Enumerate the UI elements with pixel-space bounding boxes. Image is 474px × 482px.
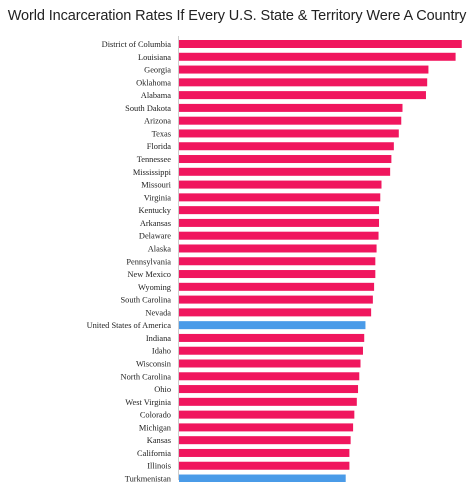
category-label: Michigan [139,423,172,432]
category-label: Idaho [152,347,171,356]
bar-california [179,448,350,457]
category-label: New Mexico [128,270,172,279]
category-label: Ohio [154,385,171,394]
bar-west-virginia [179,397,357,406]
category-label: Pennsylvania [126,257,171,266]
bar-florida [179,142,394,151]
category-label: Arkansas [140,219,171,228]
category-label: California [137,449,171,458]
category-label: Oklahoma [136,78,171,87]
category-label: Arizona [144,117,171,126]
bar-virginia [179,193,381,202]
category-label: Mississippi [133,168,172,177]
bar-arkansas [179,218,380,227]
bar-illinois [179,461,350,470]
category-label: Colorado [140,411,171,420]
bar-georgia [179,65,429,74]
category-labels: District of Columbia Louisiana Georgia Okla… [87,40,172,482]
bar-michigan [179,423,354,432]
chart-title: World Incarceration Rates If Every U.S. … [7,8,467,24]
bar-indiana [179,333,365,342]
category-label: Illinois [147,462,171,471]
bar-south-dakota [179,103,403,112]
bar-idaho [179,346,363,355]
bar-north-carolina [179,372,360,381]
category-label: Kentucky [138,206,171,215]
bar-delaware [179,231,379,240]
bar-tennessee [179,155,392,164]
category-label: Louisiana [138,53,171,62]
category-label: Wyoming [138,283,172,292]
category-label: North Carolina [121,372,172,381]
category-label: Delaware [139,232,171,241]
category-label: Indiana [146,334,171,343]
bar-turkmenistan [179,474,346,482]
bar-south-carolina [179,295,373,304]
bar-ohio [179,385,359,394]
category-label: Tennessee [137,155,172,164]
category-label: Kansas [147,436,171,445]
bar-louisiana [179,52,456,61]
bar-alabama [179,91,426,100]
bar-colorado [179,410,355,419]
category-label: Florida [147,142,171,151]
category-label: Georgia [144,66,171,75]
bar-kentucky [179,206,380,215]
category-label: West Virginia [125,398,171,407]
bar-alaska [179,244,377,253]
bar-pennsylvania [179,257,376,266]
bar-missouri [179,180,382,189]
bar-nevada [179,308,372,317]
bar-new-mexico [179,270,376,279]
bar-wyoming [179,282,375,291]
category-label: South Carolina [121,296,172,305]
bars [179,40,462,482]
bar-kansas [179,436,351,445]
category-label: Nevada [145,308,171,317]
category-label: South Dakota [125,104,171,113]
category-label: Virginia [144,193,172,202]
bar-mississippi [179,167,391,176]
bar-united-states-of-america [179,321,366,330]
bar-oklahoma [179,78,428,87]
bar-district-of-columbia [179,40,462,48]
category-label: Wisconsin [136,360,172,369]
category-label: United States of America [87,321,172,330]
category-label: District of Columbia [102,40,172,49]
category-label: Alaska [148,244,172,253]
bar-texas [179,129,399,138]
category-label: Missouri [141,181,171,190]
category-label: Texas [152,129,171,138]
category-label: Turkmenistan [125,475,172,482]
bar-arizona [179,116,402,125]
category-label: Alabama [141,91,172,100]
bar-wisconsin [179,359,361,368]
